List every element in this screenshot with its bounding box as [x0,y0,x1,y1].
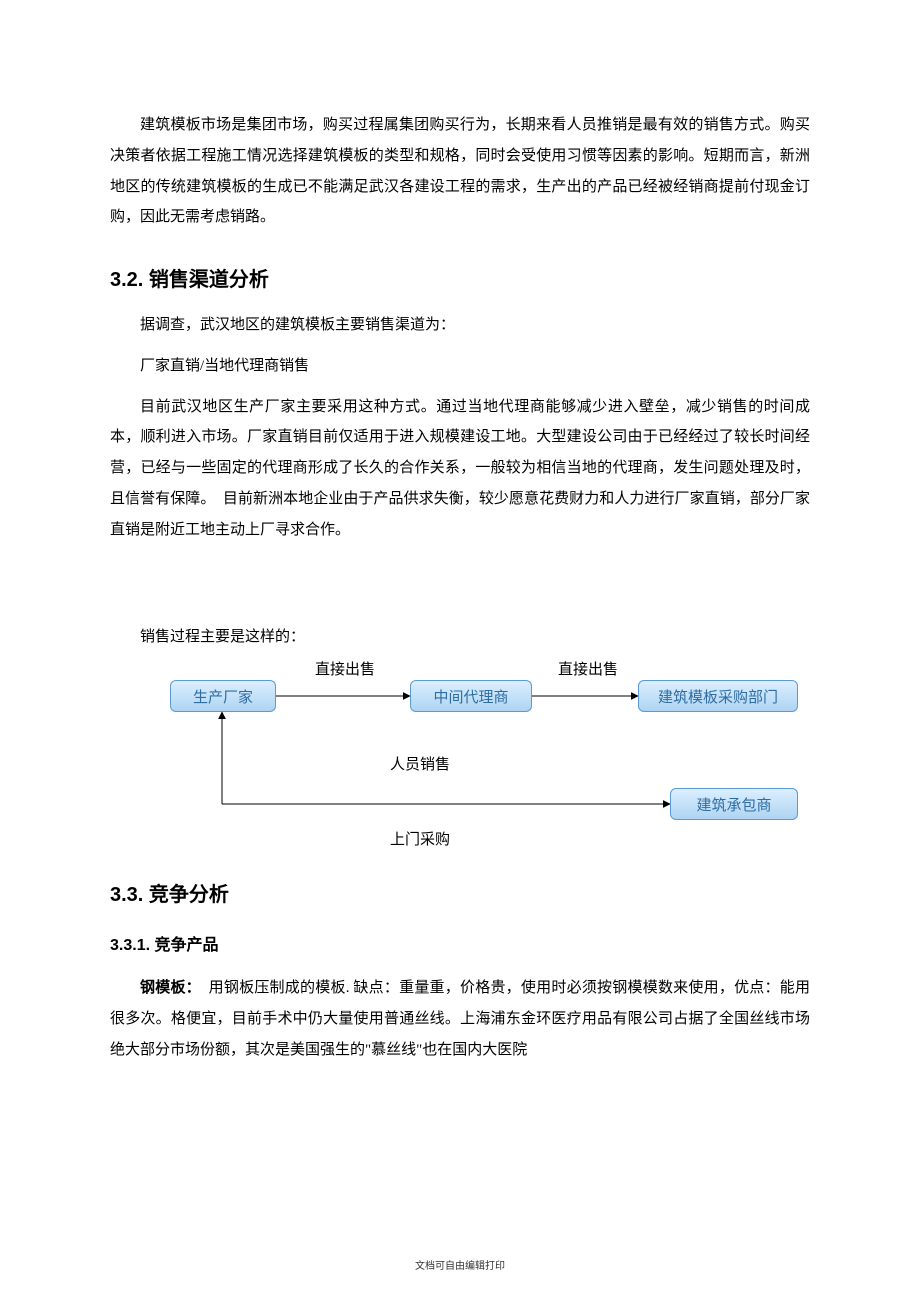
flow-node-agent: 中间代理商 [410,680,532,712]
steel-template-body: 用钢板压制成的模板. 缺点：重量重，价格贵，使用时必须按钢模模数来使用，优点：能… [110,980,810,1058]
sales-flow-diagram: 直接出售直接出售人员销售上门采购生产厂家中间代理商建筑模板采购部门建筑承包商 [140,658,800,848]
document-page: 建筑模板市场是集团市场，购买过程属集团购买行为，长期来看人员推销是最有效的销售方… [0,0,920,1302]
flow-node-purchasing: 建筑模板采购部门 [638,680,798,712]
paragraph-survey: 据调查，武汉地区的建筑模板主要销售渠道为： [110,310,810,341]
paragraph-intro: 建筑模板市场是集团市场，购买过程属集团购买行为，长期来看人员推销是最有效的销售方… [110,110,810,233]
heading-3-2: 3.2. 销售渠道分析 [110,263,810,292]
page-footer: 文档可自由编辑打印 [0,1257,920,1272]
flow-node-contractor: 建筑承包商 [670,788,798,820]
heading-3-3: 3.3. 竞争分析 [110,878,810,907]
heading-3-3-1: 3.3.1. 竞争产品 [110,931,810,955]
flow-node-producer: 生产厂家 [170,680,276,712]
steel-template-lead: 钢模板： [140,979,193,996]
paragraph-channels: 厂家直销/当地代理商销售 [110,351,810,382]
diagram-title: 销售过程主要是这样的： [140,625,810,646]
paragraph-channels-detail: 目前武汉地区生产厂家主要采用这种方式。通过当地代理商能够减少进入壁垒，减少销售的… [110,392,810,546]
paragraph-steel-template: 钢模板： 用钢板压制成的模板. 缺点：重量重，价格贵，使用时必须按钢模模数来使用… [110,973,810,1065]
